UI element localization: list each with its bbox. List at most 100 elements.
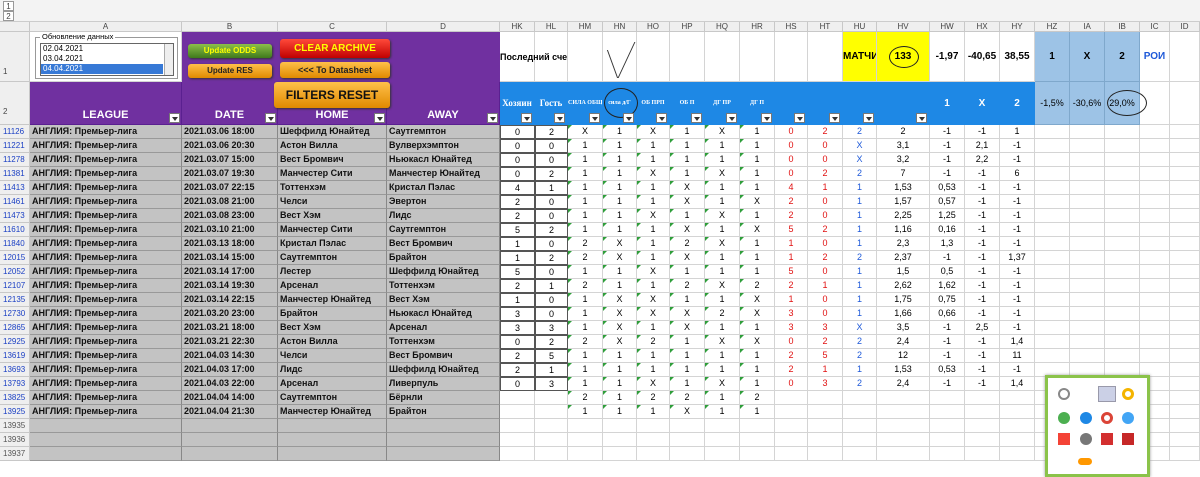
pick: 0 — [808, 293, 843, 307]
cell — [1140, 153, 1170, 167]
cell — [1035, 279, 1070, 293]
button[interactable]: <<< To Datasheet — [280, 62, 390, 78]
button[interactable]: Update ODDS — [188, 44, 272, 58]
score: 1 — [535, 363, 568, 377]
cell — [1070, 349, 1105, 363]
cell — [387, 32, 500, 82]
cell — [1035, 139, 1070, 153]
pick: X — [740, 307, 775, 321]
filter-button[interactable] — [863, 113, 874, 123]
cell-league: АНГЛИЯ: Премьер-лига — [30, 125, 182, 139]
cell — [1140, 265, 1170, 279]
pick: 5 — [808, 349, 843, 363]
pick: X — [637, 265, 670, 279]
button[interactable]: CLEAR ARCHIVE — [280, 39, 390, 58]
outline-level[interactable]: 1 — [3, 1, 14, 11]
pick: 1 — [705, 363, 740, 377]
pick: X — [603, 251, 637, 265]
filter-button[interactable] — [656, 113, 667, 123]
pick: 1 — [705, 153, 740, 167]
pick: 2 — [808, 125, 843, 139]
cell-home: Лидс — [278, 363, 387, 377]
pick: 1 — [670, 265, 705, 279]
pick: X — [637, 307, 670, 321]
odds: -1 — [1000, 181, 1035, 195]
button[interactable]: Update RES — [188, 64, 272, 78]
row-header: 11610 — [0, 223, 30, 237]
icon[interactable] — [1122, 388, 1134, 400]
filter-button[interactable] — [761, 113, 772, 123]
list-item[interactable]: 02.04.2021 — [43, 44, 84, 53]
cell — [1170, 349, 1200, 363]
cell — [1140, 139, 1170, 153]
filter-button[interactable] — [794, 113, 805, 123]
column-header: IA — [1070, 22, 1105, 32]
pick: 0 — [775, 335, 808, 349]
odds: -1 — [965, 167, 1000, 181]
cell — [965, 391, 1000, 405]
filter-button[interactable] — [589, 113, 600, 123]
filter-button[interactable] — [374, 113, 385, 123]
filter-button[interactable] — [169, 113, 180, 123]
icon[interactable] — [1080, 412, 1092, 424]
pick: 1 — [705, 293, 740, 307]
cell-date: 2021.03.14 17:00 — [182, 265, 278, 279]
icon[interactable] — [1058, 455, 1068, 467]
cell — [1035, 237, 1070, 251]
score: 0 — [500, 335, 535, 349]
filter-button[interactable] — [554, 113, 565, 123]
cell-away: Кристал Пэлас — [387, 181, 500, 195]
filter-button[interactable] — [487, 113, 498, 123]
filter-button[interactable] — [623, 113, 634, 123]
cell-league: АНГЛИЯ: Премьер-лига — [30, 391, 182, 405]
filter-button[interactable] — [691, 113, 702, 123]
icon[interactable] — [1101, 412, 1113, 424]
outline-level[interactable]: 2 — [3, 11, 14, 21]
cell-away: Саутгемптон — [387, 223, 500, 237]
pick: 1 — [568, 153, 603, 167]
column-header: HR — [740, 22, 775, 32]
icon[interactable] — [1098, 386, 1116, 402]
row-header: 13925 — [0, 405, 30, 419]
list-item[interactable]: 04.04.2021 — [41, 64, 163, 74]
row-header: 13937 — [0, 447, 30, 461]
cell-league: АНГЛИЯ: Премьер-лига — [30, 195, 182, 209]
odds: 1,37 — [1000, 251, 1035, 265]
cell — [1000, 405, 1035, 419]
pick: 1 — [637, 321, 670, 335]
pick: 2 — [568, 279, 603, 293]
filter-button[interactable] — [916, 113, 927, 123]
score: 0 — [500, 153, 535, 167]
button[interactable]: FILTERS RESET — [274, 82, 390, 108]
cell — [182, 419, 278, 433]
filter-button[interactable] — [726, 113, 737, 123]
icon[interactable] — [1122, 433, 1134, 445]
odds: 2,2 — [965, 153, 1000, 167]
icon[interactable] — [1101, 433, 1113, 445]
odds: -1 — [1000, 237, 1035, 251]
filter-button[interactable] — [829, 113, 840, 123]
icon[interactable] — [1058, 412, 1070, 424]
icon[interactable] — [1078, 458, 1092, 465]
odds: -1 — [965, 223, 1000, 237]
cell — [705, 447, 740, 461]
pick: 1 — [603, 125, 637, 139]
pick: 2 — [637, 335, 670, 349]
pick: 1 — [637, 349, 670, 363]
cell — [705, 433, 740, 447]
odds: 1,75 — [877, 293, 930, 307]
icon[interactable] — [1058, 388, 1070, 400]
cell — [1035, 251, 1070, 265]
filter-button[interactable] — [521, 113, 532, 123]
icon[interactable] — [1122, 412, 1134, 424]
filter-button[interactable] — [265, 113, 276, 123]
score: 0 — [535, 153, 568, 167]
score: 0 — [535, 265, 568, 279]
cell — [1140, 251, 1170, 265]
pick: X — [740, 195, 775, 209]
icon[interactable] — [1058, 433, 1070, 445]
list-item[interactable]: 03.04.2021 — [43, 54, 84, 63]
odds-header: 2 — [1000, 82, 1035, 125]
icon[interactable] — [1080, 433, 1092, 445]
column-header: HQ — [705, 22, 740, 32]
